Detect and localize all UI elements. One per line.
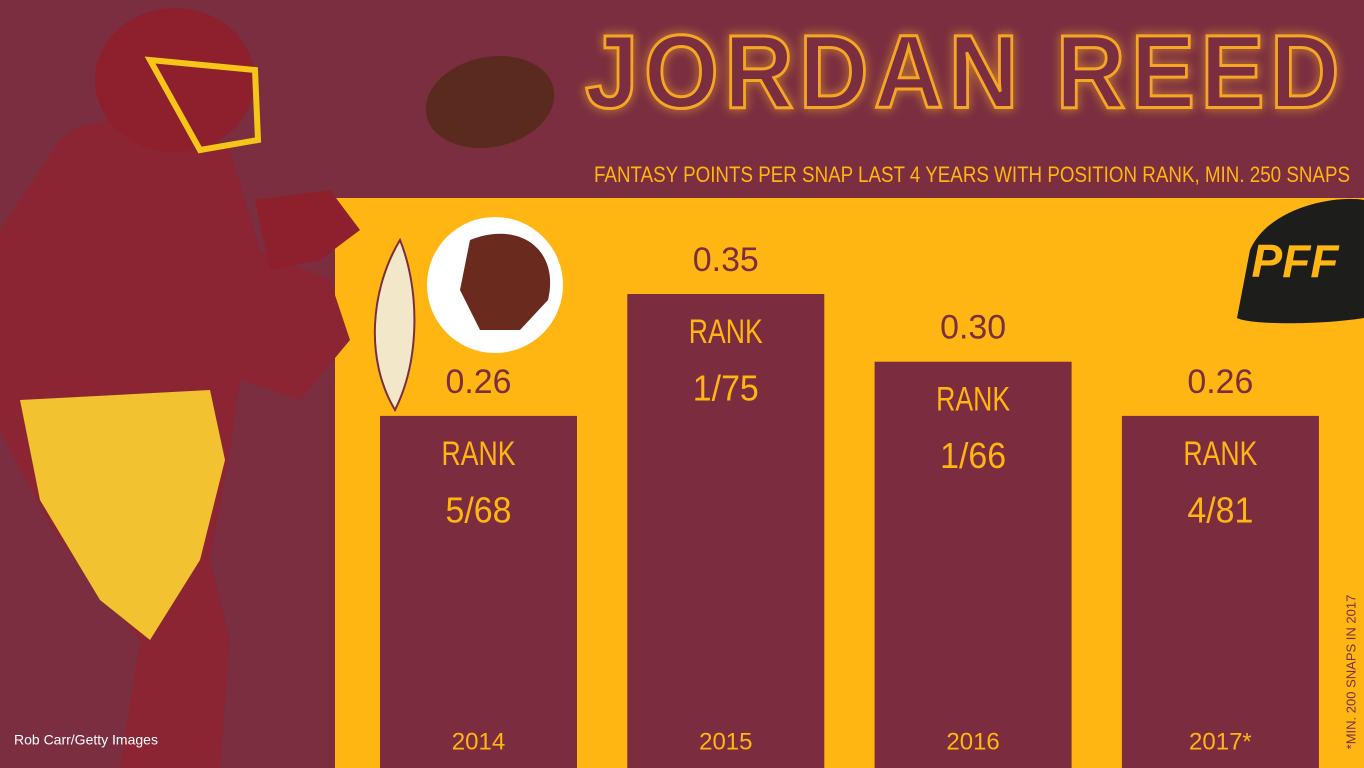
x-tick-label: 2017* xyxy=(1189,728,1252,755)
photo-credit: Rob Carr/Getty Images xyxy=(14,732,158,748)
football xyxy=(425,55,555,149)
rank-label: RANK xyxy=(689,313,763,351)
chart-title: JORDAN REED xyxy=(585,14,1345,130)
bar xyxy=(1121,415,1319,768)
bar xyxy=(627,294,825,768)
x-tick-label: 2014 xyxy=(452,728,505,755)
value-label: 0.35 xyxy=(693,241,759,279)
rank-label: RANK xyxy=(1183,435,1257,473)
team-logo xyxy=(373,205,575,413)
bar xyxy=(874,361,1072,768)
rank-value: 5/68 xyxy=(446,489,512,530)
chart-subtitle: FANTASY POINTS PER SNAP LAST 4 YEARS WIT… xyxy=(594,162,1350,187)
rank-label: RANK xyxy=(442,435,516,473)
pff-logo: PFF xyxy=(1252,235,1341,287)
x-tick-label: 2016 xyxy=(946,728,999,755)
value-label: 0.30 xyxy=(940,309,1006,347)
x-tick-label: 2015 xyxy=(699,728,752,755)
rank-label: RANK xyxy=(936,381,1010,419)
value-label: 0.26 xyxy=(1187,363,1253,401)
player-photo xyxy=(0,8,360,768)
rank-value: 1/66 xyxy=(940,435,1006,476)
footnote: *MIN. 200 SNAPS IN 2017 xyxy=(1343,595,1358,750)
rank-value: 1/75 xyxy=(693,368,759,409)
pff-logo-mark xyxy=(1237,198,1364,324)
rank-value: 4/81 xyxy=(1187,489,1253,530)
value-label: 0.26 xyxy=(446,363,512,401)
bar xyxy=(380,415,577,768)
